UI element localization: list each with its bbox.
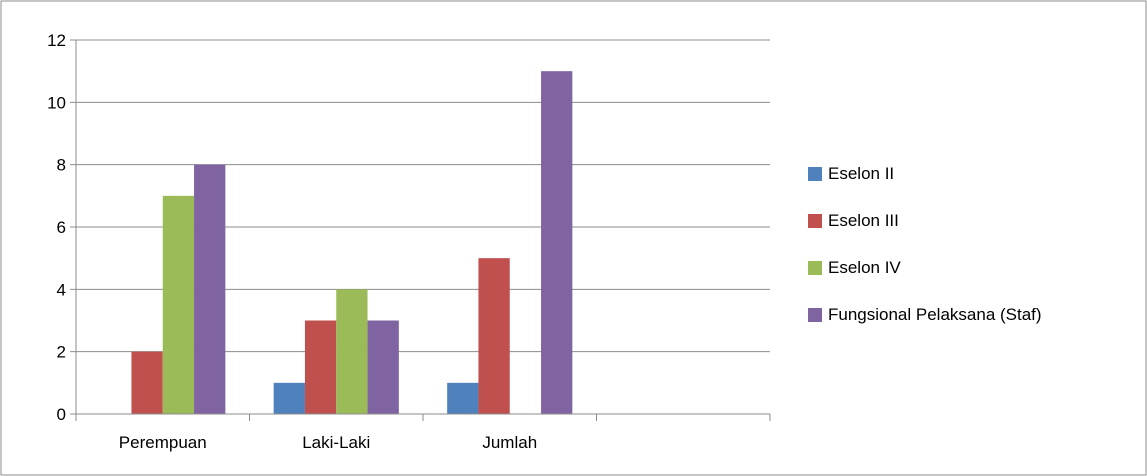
legend-swatch-eselon-ii [808, 166, 822, 181]
legend-swatch-fungsional [808, 307, 822, 322]
bar-fungsional-pelaksana-staf-jumlah [541, 71, 573, 415]
bar-eselon-iii-laki-laki [304, 320, 337, 414]
y-tick-label-10: 10 [47, 93, 66, 112]
y-tick-label-6: 6 [57, 218, 66, 237]
legend: Eselon II Eselon III Eselon IV Fungsiona… [808, 158, 1042, 346]
bar-eselon-iv-laki-laki [336, 289, 368, 414]
legend-item-eselon-iii: Eselon III [808, 205, 1042, 236]
bar-eselon-iii-jumlah [478, 258, 510, 414]
legend-item-eselon-ii: Eselon II [808, 158, 1042, 189]
bar-eselon-iii-perempuan [131, 351, 163, 414]
bar-fungsional-pelaksana-staf-perempuan [194, 164, 226, 414]
y-tick-labels: 0 2 4 6 8 10 12 [47, 31, 66, 424]
y-tick-label-4: 4 [57, 280, 66, 299]
legend-swatch-eselon-iv [808, 260, 822, 275]
legend-label-eselon-iii: Eselon III [828, 210, 899, 230]
axes [70, 39, 771, 421]
x-tick-label-perempuan: Perempuan [119, 433, 207, 452]
x-tick-labels: Perempuan Laki-Laki Jumlah [119, 433, 537, 452]
y-tick-label-8: 8 [57, 156, 66, 175]
legend-label-fungsional: Fungsional Pelaksana (Staf) [828, 304, 1042, 324]
x-tick-label-laki-laki: Laki-Laki [302, 433, 370, 452]
bars [131, 71, 573, 415]
y-tick-label-12: 12 [47, 31, 66, 50]
legend-label-eselon-ii: Eselon II [828, 163, 895, 183]
x-tick-label-jumlah: Jumlah [482, 433, 537, 452]
legend-swatch-eselon-iii [808, 213, 822, 228]
bar-eselon-ii-jumlah [447, 382, 479, 414]
bar-eselon-iv-perempuan [162, 195, 195, 414]
y-tick-label-0: 0 [57, 405, 66, 424]
bar-fungsional-pelaksana-staf-laki-laki [367, 320, 399, 414]
y-tick-label-2: 2 [57, 343, 66, 362]
legend-item-fungsional: Fungsional Pelaksana (Staf) [808, 299, 1042, 330]
legend-label-eselon-iv: Eselon IV [828, 257, 901, 277]
legend-item-eselon-iv: Eselon IV [808, 252, 1042, 283]
bar-eselon-ii-laki-laki [273, 382, 305, 414]
